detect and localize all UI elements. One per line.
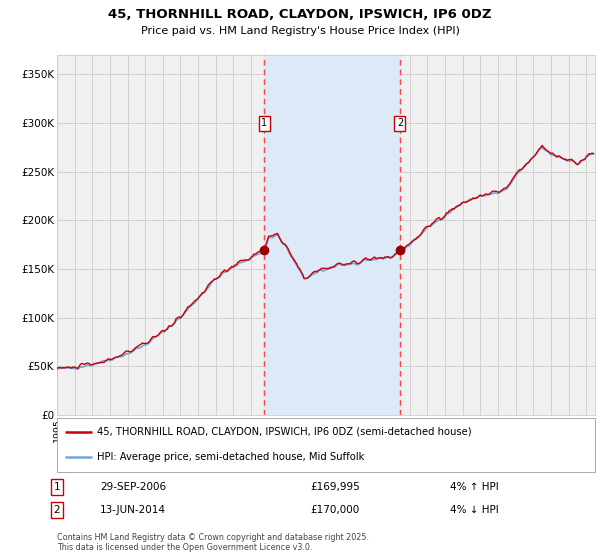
Text: HPI: Average price, semi-detached house, Mid Suffolk: HPI: Average price, semi-detached house,… (97, 452, 365, 462)
Text: 2: 2 (397, 118, 403, 128)
Text: £169,995: £169,995 (310, 482, 360, 492)
Text: 13-JUN-2014: 13-JUN-2014 (100, 505, 166, 515)
Text: Price paid vs. HM Land Registry's House Price Index (HPI): Price paid vs. HM Land Registry's House … (140, 26, 460, 36)
Bar (264, 55, 400, 415)
Text: 45, THORNHILL ROAD, CLAYDON, IPSWICH, IP6 0DZ (semi-detached house): 45, THORNHILL ROAD, CLAYDON, IPSWICH, IP… (97, 427, 472, 436)
Text: £170,000: £170,000 (310, 505, 359, 515)
Text: 4% ↓ HPI: 4% ↓ HPI (450, 505, 499, 515)
Text: 4% ↑ HPI: 4% ↑ HPI (450, 482, 499, 492)
Text: 29-SEP-2006: 29-SEP-2006 (100, 482, 166, 492)
Text: 1: 1 (261, 118, 268, 128)
Text: 1: 1 (53, 482, 61, 492)
Text: 45, THORNHILL ROAD, CLAYDON, IPSWICH, IP6 0DZ: 45, THORNHILL ROAD, CLAYDON, IPSWICH, IP… (108, 8, 492, 21)
Text: Contains HM Land Registry data © Crown copyright and database right 2025.
This d: Contains HM Land Registry data © Crown c… (57, 533, 369, 552)
FancyBboxPatch shape (57, 418, 595, 472)
Text: 2: 2 (53, 505, 61, 515)
